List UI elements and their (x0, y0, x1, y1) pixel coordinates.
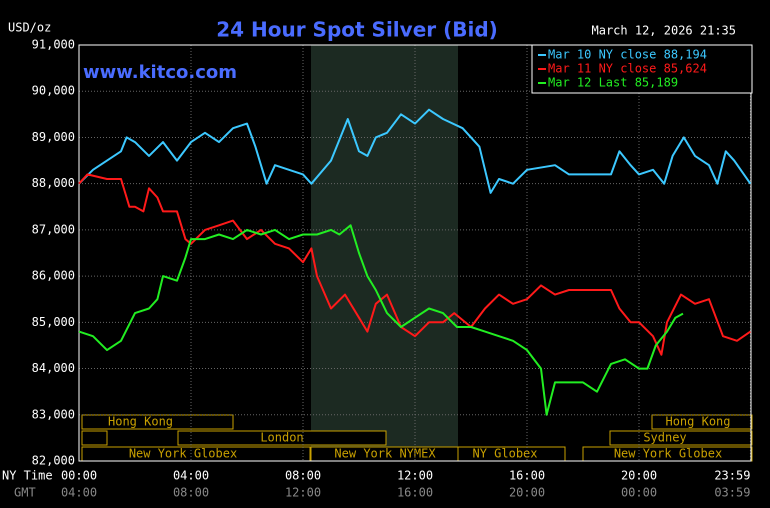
legend-label: Mar 10 NY close 88,194 (548, 48, 707, 62)
x-tick-label: 20:00 (621, 469, 657, 483)
session-label: London (260, 431, 303, 445)
session-box (177, 430, 387, 446)
gmt-tick-label: 20:00 (509, 486, 545, 500)
x-tick-label: 23:59 (714, 469, 750, 483)
x-tick-label: 12:00 (397, 469, 433, 483)
legend-label: Mar 12 Last 85,189 (548, 76, 678, 90)
y-tick-label: 84,000 (32, 361, 75, 375)
x-tick-label: 04:00 (173, 469, 209, 483)
session-box (651, 414, 753, 430)
x-tick-label: 16:00 (509, 469, 545, 483)
y-tick-label: 88,000 (32, 176, 75, 190)
gmt-tick-label: 03:59 (714, 486, 750, 500)
y-tick-label: 82,000 (32, 454, 75, 468)
session-label: Hong Kong (665, 415, 730, 429)
chart-title: 24 Hour Spot Silver (Bid) (216, 18, 498, 42)
session-label: New York NYMEX (334, 447, 436, 461)
session-label: Hong Kong (108, 415, 173, 429)
x-tick-label: 00:00 (61, 469, 97, 483)
y-tick-label: 83,000 (32, 407, 75, 421)
session-box (609, 430, 753, 446)
legend-box (531, 44, 753, 94)
series-line (78, 108, 752, 194)
series-line (78, 224, 684, 416)
nymex-shade (311, 45, 458, 461)
gmt-tick-label: 00:00 (621, 486, 657, 500)
gmt-tick-label: 04:00 (61, 486, 97, 500)
session-label: New York Globex (614, 447, 722, 461)
y-tick-label: 85,000 (32, 315, 75, 329)
watermark: www.kitco.com (83, 62, 237, 83)
legend-label: Mar 11 NY close 85,624 (548, 62, 707, 76)
y-tick-label: 86,000 (32, 269, 75, 283)
gmt-tick-label: 12:00 (285, 486, 321, 500)
x-tick-label: 08:00 (285, 469, 321, 483)
y-tick-label: 90,000 (32, 84, 75, 98)
timestamp: March 12, 2026 21:35 (592, 24, 737, 38)
y-axis-label: USD/oz (8, 21, 51, 35)
gmt-tick-label: 16:00 (397, 486, 433, 500)
session-box (81, 430, 108, 446)
y-tick-label: 89,000 (32, 130, 75, 144)
gmt-label: GMT (14, 486, 36, 500)
session-label: Sydney (643, 431, 686, 445)
y-tick-label: 91,000 (32, 38, 75, 52)
plot-frame (78, 44, 752, 462)
session-label: NY Globex (472, 447, 537, 461)
series-line (78, 173, 751, 356)
gmt-tick-label: 08:00 (173, 486, 209, 500)
y-tick-label: 87,000 (32, 222, 75, 236)
ny-time-label: NY Time (2, 469, 53, 483)
session-label: New York Globex (129, 447, 237, 461)
